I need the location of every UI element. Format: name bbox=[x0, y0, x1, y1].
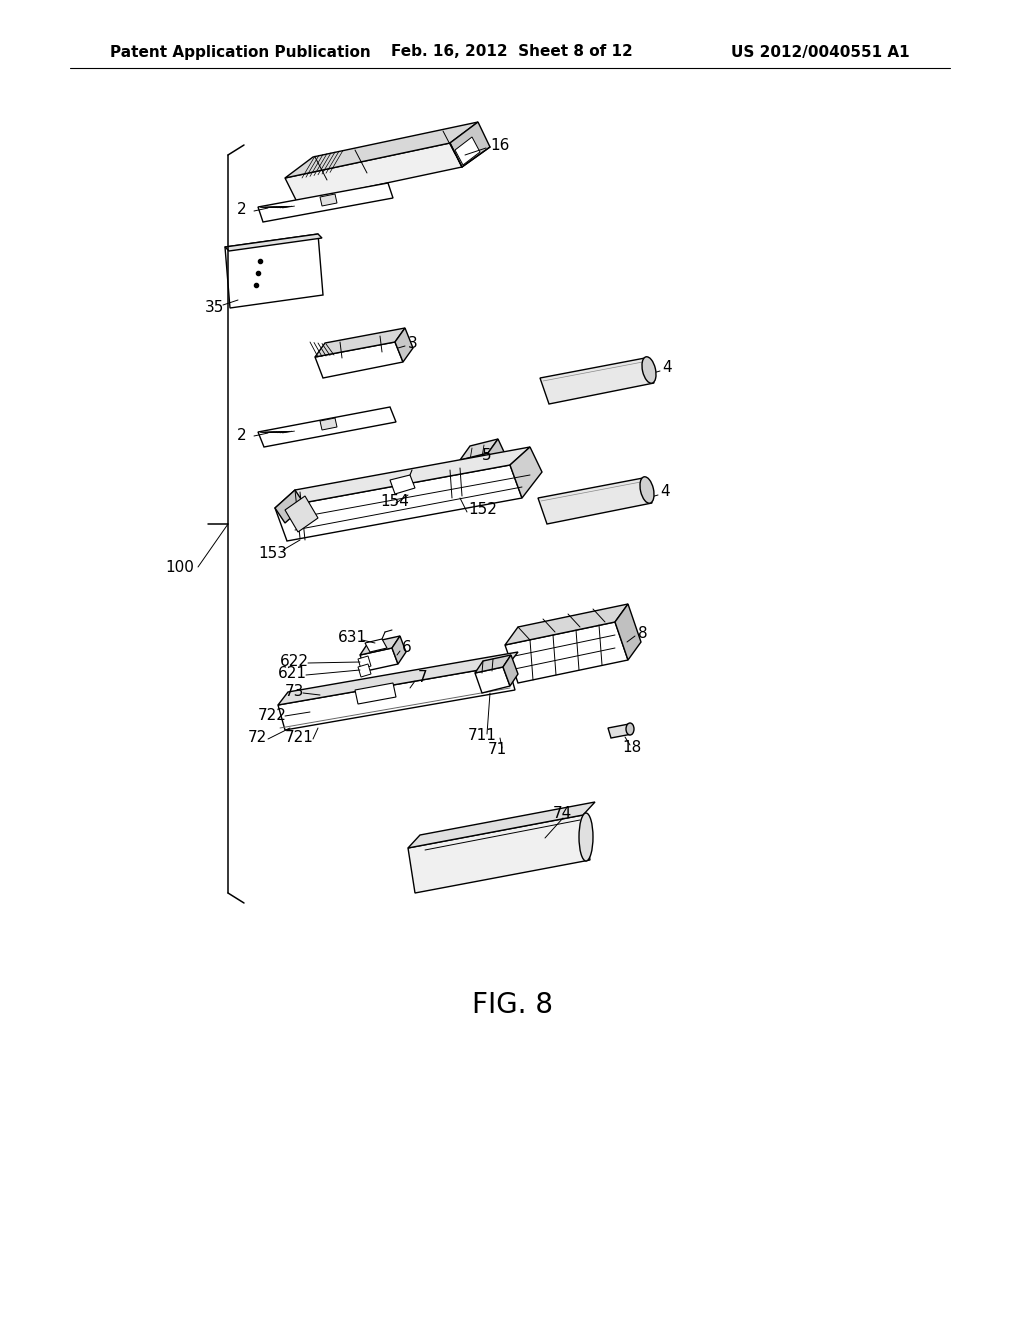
Text: 73: 73 bbox=[285, 685, 304, 700]
Polygon shape bbox=[258, 183, 393, 222]
Polygon shape bbox=[319, 194, 337, 206]
Text: 631: 631 bbox=[338, 630, 368, 644]
Polygon shape bbox=[285, 496, 318, 532]
Text: 622: 622 bbox=[280, 655, 309, 669]
Ellipse shape bbox=[640, 477, 654, 503]
Polygon shape bbox=[475, 655, 511, 673]
Polygon shape bbox=[408, 814, 590, 894]
Text: 35: 35 bbox=[205, 300, 224, 314]
Polygon shape bbox=[505, 622, 628, 682]
Polygon shape bbox=[358, 656, 371, 669]
Text: 2: 2 bbox=[237, 428, 247, 442]
Polygon shape bbox=[278, 652, 518, 705]
Text: 721: 721 bbox=[285, 730, 314, 746]
Polygon shape bbox=[315, 327, 406, 356]
Text: 71: 71 bbox=[488, 742, 507, 758]
Text: 18: 18 bbox=[622, 739, 641, 755]
Text: 722: 722 bbox=[258, 708, 287, 722]
Text: 6: 6 bbox=[402, 640, 412, 656]
Polygon shape bbox=[360, 648, 398, 671]
Polygon shape bbox=[450, 121, 490, 168]
Polygon shape bbox=[278, 665, 515, 730]
Text: 74: 74 bbox=[553, 807, 572, 821]
Polygon shape bbox=[460, 440, 498, 459]
Text: 153: 153 bbox=[258, 545, 287, 561]
Polygon shape bbox=[455, 137, 480, 165]
Polygon shape bbox=[360, 636, 400, 655]
Text: 5: 5 bbox=[482, 447, 492, 462]
Text: 4: 4 bbox=[662, 360, 672, 375]
Polygon shape bbox=[258, 407, 396, 447]
Text: Patent Application Publication: Patent Application Publication bbox=[110, 45, 371, 59]
Text: 711: 711 bbox=[468, 729, 497, 743]
Polygon shape bbox=[358, 664, 371, 677]
Polygon shape bbox=[408, 803, 595, 847]
Polygon shape bbox=[505, 605, 628, 645]
Polygon shape bbox=[503, 655, 518, 686]
Ellipse shape bbox=[642, 356, 656, 383]
Text: 2: 2 bbox=[237, 202, 247, 218]
Text: 621: 621 bbox=[278, 667, 307, 681]
Text: 152: 152 bbox=[468, 503, 497, 517]
Polygon shape bbox=[225, 234, 322, 251]
Text: 7: 7 bbox=[418, 671, 428, 685]
Text: 3: 3 bbox=[408, 335, 418, 351]
Polygon shape bbox=[540, 358, 654, 404]
Polygon shape bbox=[392, 636, 406, 664]
Polygon shape bbox=[608, 723, 632, 738]
Text: Feb. 16, 2012  Sheet 8 of 12: Feb. 16, 2012 Sheet 8 of 12 bbox=[391, 45, 633, 59]
Polygon shape bbox=[615, 605, 641, 660]
Text: FIG. 8: FIG. 8 bbox=[471, 991, 553, 1019]
Ellipse shape bbox=[626, 723, 634, 735]
Polygon shape bbox=[538, 478, 652, 524]
Polygon shape bbox=[510, 447, 542, 498]
Polygon shape bbox=[319, 418, 337, 430]
Text: 154: 154 bbox=[380, 495, 409, 510]
Polygon shape bbox=[285, 143, 462, 202]
Polygon shape bbox=[475, 667, 510, 693]
Text: 8: 8 bbox=[638, 626, 647, 640]
Polygon shape bbox=[315, 342, 403, 378]
Polygon shape bbox=[355, 682, 396, 704]
Polygon shape bbox=[365, 639, 387, 652]
Polygon shape bbox=[460, 453, 495, 475]
Ellipse shape bbox=[579, 813, 593, 861]
Polygon shape bbox=[395, 327, 413, 362]
Polygon shape bbox=[488, 440, 505, 469]
Text: US 2012/0040551 A1: US 2012/0040551 A1 bbox=[731, 45, 910, 59]
Text: 100: 100 bbox=[165, 560, 194, 574]
Polygon shape bbox=[225, 234, 323, 308]
Text: 16: 16 bbox=[490, 137, 509, 153]
Polygon shape bbox=[275, 447, 530, 508]
Polygon shape bbox=[285, 121, 478, 178]
Text: 72: 72 bbox=[248, 730, 267, 746]
Polygon shape bbox=[275, 490, 305, 523]
Polygon shape bbox=[390, 475, 415, 494]
Polygon shape bbox=[275, 465, 522, 541]
Text: 4: 4 bbox=[660, 484, 670, 499]
